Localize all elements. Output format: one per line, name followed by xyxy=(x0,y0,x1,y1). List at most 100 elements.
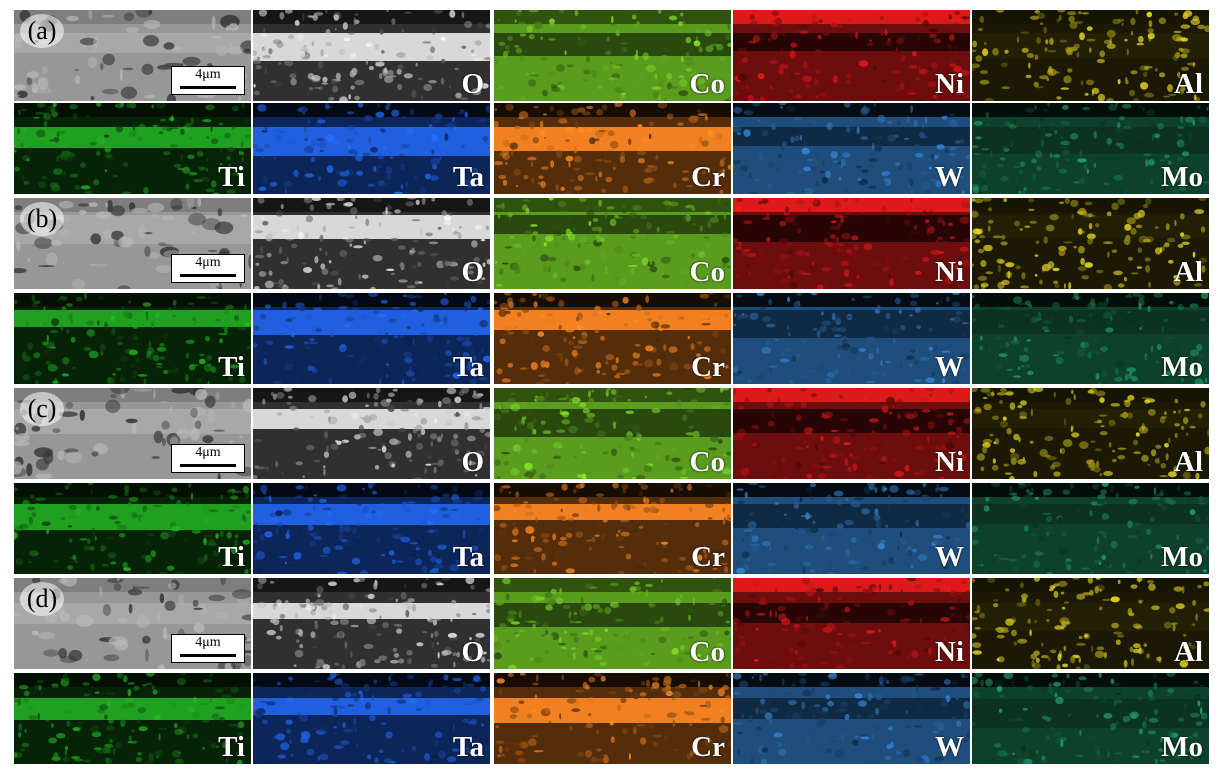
elemental-map-al xyxy=(972,10,1209,101)
elemental-map-al xyxy=(972,388,1209,479)
elemental-map-w xyxy=(733,293,970,384)
element-label: Co xyxy=(689,256,725,288)
map-tile-w: W xyxy=(733,103,970,194)
map-tile-al: Al xyxy=(972,198,1209,289)
map-tile-co: Co xyxy=(494,10,731,101)
element-label: Ti xyxy=(218,161,245,193)
sem-image-tile: (d) 4μm xyxy=(14,578,251,669)
map-tile-ti: Ti xyxy=(14,673,251,764)
map-tile-o: O xyxy=(253,388,490,479)
map-tile-ta: Ta xyxy=(253,103,490,194)
element-label: Cr xyxy=(691,351,725,383)
element-label: W xyxy=(935,541,964,573)
map-tile-mo: Mo xyxy=(972,673,1209,764)
elemental-map-mo xyxy=(972,483,1209,574)
elemental-map-mo xyxy=(972,293,1209,384)
elemental-map-o xyxy=(253,578,490,669)
map-tile-w: W xyxy=(733,673,970,764)
elemental-map-ti xyxy=(14,103,251,194)
panel-label: (b) xyxy=(20,202,64,236)
map-tile-ni: Ni xyxy=(733,388,970,479)
map-tile-al: Al xyxy=(972,578,1209,669)
scale-bar: 4μm xyxy=(171,66,245,95)
scale-bar: 4μm xyxy=(171,634,245,663)
scale-bar-line xyxy=(180,274,236,277)
elemental-map-ta xyxy=(253,293,490,384)
element-label: Ti xyxy=(218,351,245,383)
elemental-map-cr xyxy=(494,103,731,194)
map-tile-ti: Ti xyxy=(14,103,251,194)
elemental-map-ta xyxy=(253,483,490,574)
element-label: Ta xyxy=(452,731,484,763)
scale-bar-text: 4μm xyxy=(195,635,221,650)
map-tile-o: O xyxy=(253,10,490,101)
element-label: Co xyxy=(689,68,725,100)
elemental-map-al xyxy=(972,578,1209,669)
map-tile-mo: Mo xyxy=(972,293,1209,384)
scale-bar-line xyxy=(180,464,236,467)
map-tile-o: O xyxy=(253,578,490,669)
element-label: Cr xyxy=(691,541,725,573)
element-label: Ni xyxy=(935,636,964,668)
element-label: O xyxy=(461,636,484,668)
map-tile-cr: Cr xyxy=(494,483,731,574)
elemental-map-ni xyxy=(733,198,970,289)
elemental-map-cr xyxy=(494,673,731,764)
element-label: Al xyxy=(1174,636,1203,668)
map-tile-mo: Mo xyxy=(972,483,1209,574)
element-label: Al xyxy=(1174,256,1203,288)
elemental-map-o xyxy=(253,198,490,289)
sem-micrograph xyxy=(14,10,251,101)
map-tile-co: Co xyxy=(494,578,731,669)
sem-image-tile: (a) 4μm xyxy=(14,10,251,101)
sem-image-tile: (c) 4μm xyxy=(14,388,251,479)
map-tile-ta: Ta xyxy=(253,673,490,764)
scale-bar: 4μm xyxy=(171,444,245,473)
map-tile-al: Al xyxy=(972,388,1209,479)
elemental-map-w xyxy=(733,483,970,574)
scale-bar-line xyxy=(180,86,236,89)
elemental-map-co xyxy=(494,10,731,101)
map-tile-w: W xyxy=(733,483,970,574)
elemental-map-o xyxy=(253,388,490,479)
map-tile-co: Co xyxy=(494,198,731,289)
map-tile-cr: Cr xyxy=(494,673,731,764)
map-tile-ti: Ti xyxy=(14,483,251,574)
element-label: Cr xyxy=(691,161,725,193)
map-tile-ta: Ta xyxy=(253,293,490,384)
elemental-map-w xyxy=(733,103,970,194)
element-label: O xyxy=(461,256,484,288)
element-label: Al xyxy=(1174,68,1203,100)
element-label: Cr xyxy=(691,731,725,763)
element-label: W xyxy=(935,351,964,383)
elemental-map-co xyxy=(494,388,731,479)
element-label: Ti xyxy=(218,541,245,573)
map-tile-cr: Cr xyxy=(494,103,731,194)
map-tile-cr: Cr xyxy=(494,293,731,384)
element-label: O xyxy=(461,446,484,478)
element-label: Ni xyxy=(935,256,964,288)
map-tile-ni: Ni xyxy=(733,198,970,289)
elemental-map-ti xyxy=(14,673,251,764)
elemental-map-al xyxy=(972,198,1209,289)
map-tile-co: Co xyxy=(494,388,731,479)
elemental-map-ti xyxy=(14,293,251,384)
elemental-map-cr xyxy=(494,483,731,574)
element-label: Mo xyxy=(1161,541,1203,573)
element-label: Ta xyxy=(452,161,484,193)
elemental-map-o xyxy=(253,10,490,101)
map-tile-w: W xyxy=(733,293,970,384)
elemental-map-mo xyxy=(972,103,1209,194)
element-label: Ni xyxy=(935,68,964,100)
elemental-map-ni xyxy=(733,10,970,101)
panel-label: (d) xyxy=(20,582,64,616)
elemental-map-ni xyxy=(733,578,970,669)
elemental-map-w xyxy=(733,673,970,764)
elemental-map-ti xyxy=(14,483,251,574)
map-tile-o: O xyxy=(253,198,490,289)
sem-image-tile: (b) 4μm xyxy=(14,198,251,289)
element-label: O xyxy=(461,68,484,100)
element-label: Ta xyxy=(452,541,484,573)
map-tile-mo: Mo xyxy=(972,103,1209,194)
